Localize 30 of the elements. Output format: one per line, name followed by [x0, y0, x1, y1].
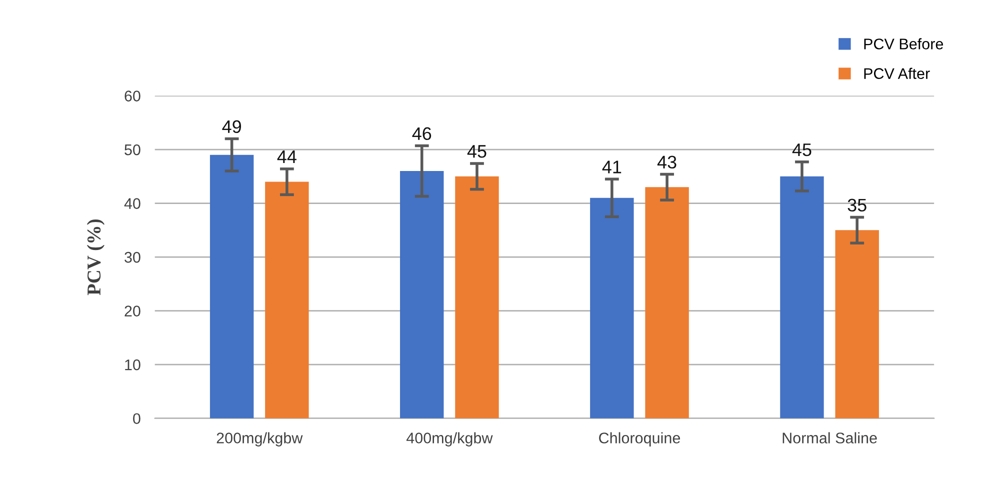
- y-tick-label: 10: [125, 359, 140, 370]
- legend-label: PCV After: [864, 68, 930, 79]
- y-tick-label: 0: [133, 413, 140, 424]
- x-tick-label: Chloroquine: [599, 432, 680, 446]
- legend-label: PCV Before: [864, 38, 944, 50]
- data-label: 35: [848, 198, 866, 212]
- y-tick-label: 50: [124, 144, 140, 156]
- y-tick-label: 60: [124, 90, 140, 102]
- bar: [400, 171, 444, 418]
- bar: [835, 230, 879, 418]
- bar: [455, 176, 499, 418]
- data-label: 44: [277, 150, 296, 163]
- y-tick-label: 30: [124, 252, 140, 263]
- data-label: 43: [657, 156, 676, 169]
- data-label: 45: [792, 144, 812, 156]
- x-tick-label: 400mg/kgbw: [406, 432, 493, 446]
- x-tick-label: 200mg/kgbw: [216, 432, 303, 446]
- y-tick-label: 40: [124, 198, 140, 209]
- y-tick-label: 20: [124, 306, 140, 316]
- bar: [210, 154, 254, 418]
- bar: [590, 198, 634, 418]
- data-label: 41: [602, 160, 622, 174]
- y-axis-title: PCV (%): [86, 219, 105, 296]
- bar: [780, 176, 824, 418]
- data-label: 45: [467, 145, 486, 158]
- bar: [265, 182, 309, 418]
- data-label: 46: [412, 127, 432, 140]
- data-label: 49: [222, 120, 242, 134]
- x-tick-label: Normal Saline: [782, 432, 877, 444]
- bar: [645, 187, 689, 418]
